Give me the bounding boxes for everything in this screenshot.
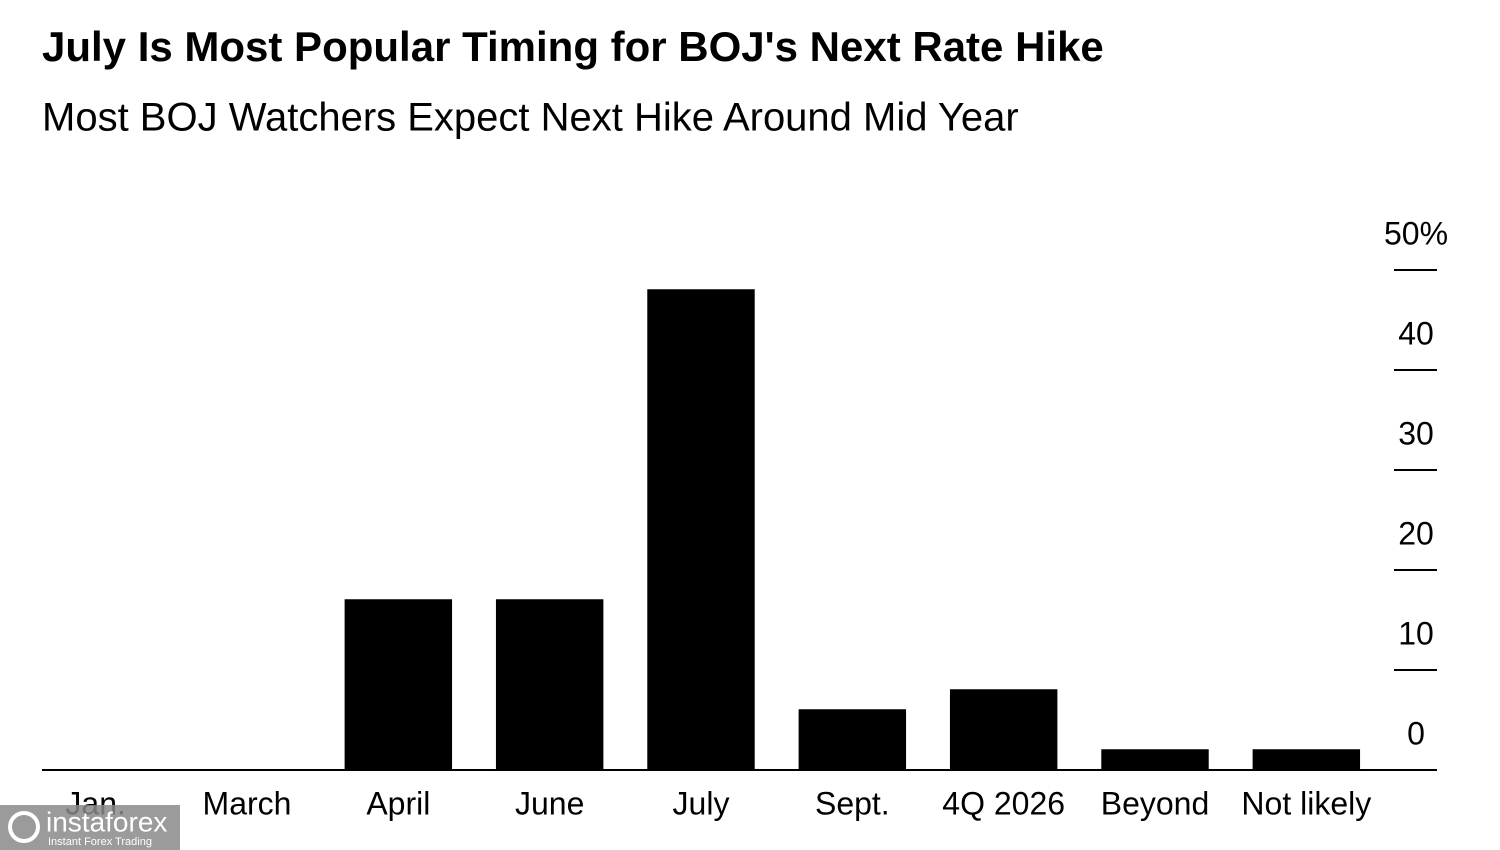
bar (949, 689, 1058, 771)
x-tick-label: 4Q 2026 (942, 785, 1065, 821)
y-tick-label: 40 (1398, 315, 1434, 351)
bar (647, 289, 755, 771)
bar (344, 599, 453, 771)
bar (1252, 749, 1361, 771)
y-tick-label: 50% (1384, 215, 1448, 251)
y-tick-label: 10 (1398, 615, 1434, 651)
x-tick-label: Not likely (1241, 785, 1371, 821)
y-tick-label: 30 (1398, 415, 1434, 451)
chart-subtitle: Most BOJ Watchers Expect Next Hike Aroun… (42, 96, 1019, 140)
x-tick-label: April (366, 785, 430, 821)
x-tick-label: July (673, 785, 730, 821)
y-tick-label: 20 (1398, 515, 1434, 551)
bar (798, 709, 907, 771)
watermark: instaforex Instant Forex Trading (0, 805, 180, 850)
watermark-tagline: Instant Forex Trading (48, 836, 152, 848)
x-tick-label: June (515, 785, 584, 821)
x-tick-label: March (203, 785, 292, 821)
y-tick-label: 0 (1407, 715, 1425, 751)
watermark-logo (8, 811, 40, 843)
bar (495, 599, 604, 771)
x-tick-label: Beyond (1101, 785, 1210, 821)
bar (1101, 749, 1209, 771)
watermark-brand: instaforex (46, 806, 167, 837)
x-tick-label: Sept. (815, 785, 890, 821)
chart-title: July Is Most Popular Timing for BOJ's Ne… (42, 23, 1104, 70)
